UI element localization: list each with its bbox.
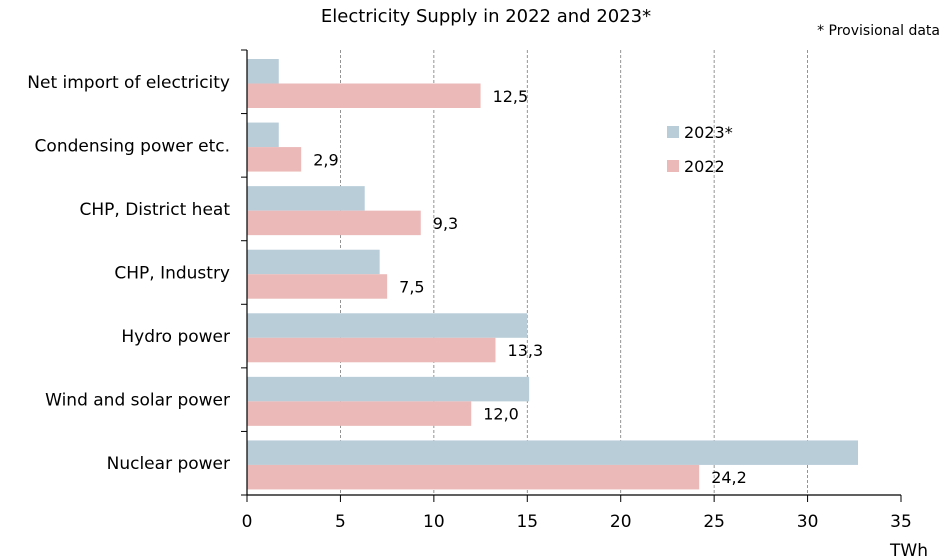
legend-label: 2022: [684, 157, 725, 176]
category-label: Wind and solar power: [45, 391, 230, 411]
data-label: 2,9: [313, 150, 338, 169]
x-tick-label: 25: [703, 512, 725, 532]
bar-series-1: [247, 249, 380, 275]
bar-series-1: [247, 376, 530, 402]
data-label: 24,2: [711, 468, 747, 487]
data-label: 13,3: [508, 341, 544, 360]
bar-series-2: [247, 83, 481, 108]
category-label: Condensing power etc.: [35, 136, 230, 156]
legend-swatch: [667, 160, 679, 172]
bar-series-2: [247, 210, 421, 236]
x-tick-label: 15: [516, 512, 538, 532]
legend-label: 2023*: [684, 123, 733, 142]
data-label: 12,0: [483, 405, 519, 424]
bar-series-2: [247, 337, 496, 363]
x-tick-label: 0: [242, 512, 253, 532]
bar-series-2: [247, 464, 700, 490]
x-tick-label: 35: [890, 512, 912, 532]
bar-series-1: [247, 186, 365, 211]
bar-series-1: [247, 440, 859, 465]
bar-series-2: [247, 147, 302, 172]
chart-title: Electricity Supply in 2022 and 2023*: [320, 6, 652, 27]
bar-series-1: [247, 59, 279, 84]
x-tick-label: 5: [335, 512, 346, 532]
data-label: 12,5: [493, 87, 529, 106]
bar-series-2: [247, 274, 388, 299]
category-label: Hydro power: [121, 327, 230, 347]
bar-series-2: [247, 401, 472, 426]
provisional-note: * Provisional data: [817, 23, 940, 39]
x-tick-label: 20: [610, 512, 632, 532]
category-label: CHP, District heat: [80, 200, 231, 220]
category-label: Nuclear power: [107, 454, 230, 474]
data-label: 7,5: [399, 277, 424, 296]
bar-series-1: [247, 313, 528, 338]
x-tick-label: 30: [797, 512, 819, 532]
legend-swatch: [667, 126, 679, 138]
data-label: 9,3: [433, 214, 458, 233]
category-label: CHP, Industry: [114, 264, 230, 284]
x-tick-label: 10: [423, 512, 445, 532]
category-label: Net import of electricity: [27, 73, 230, 93]
x-axis-label: TWh: [889, 541, 928, 560]
bar-series-1: [247, 122, 279, 148]
